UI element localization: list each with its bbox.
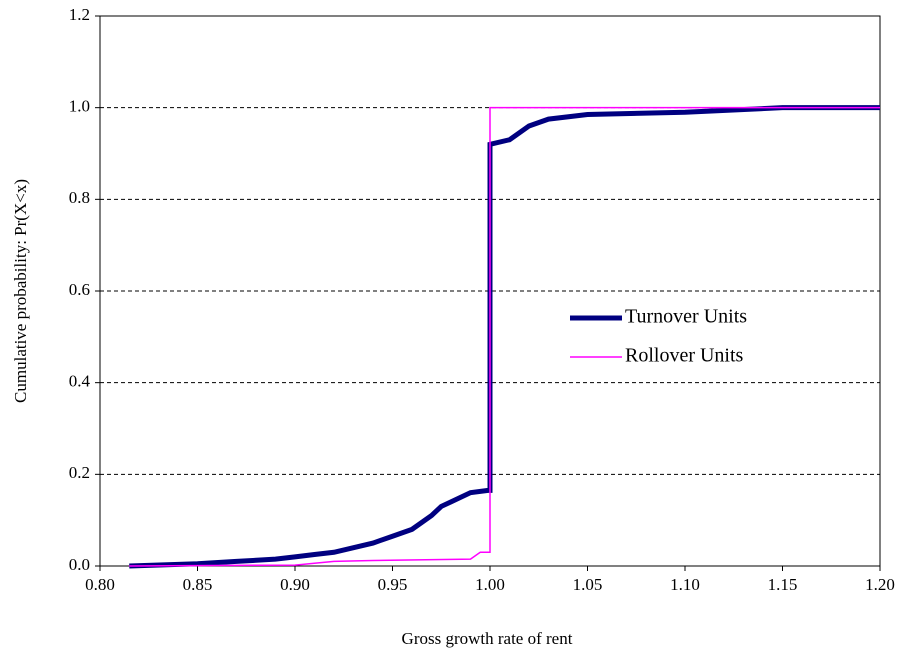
plot-frame (99, 15, 881, 567)
x-tick-label: 1.05 (573, 575, 603, 594)
x-tick-label: 1.10 (670, 575, 700, 594)
x-tick-label: 0.90 (280, 575, 310, 594)
legend-label: Rollover Units (625, 345, 744, 367)
y-tick-label: 0.8 (69, 188, 90, 207)
legend-label: Turnover Units (625, 306, 747, 328)
y-tick-label: 0.2 (69, 463, 90, 482)
x-tick-label: 1.15 (768, 575, 798, 594)
x-axis-label: Gross growth rate of rent (402, 629, 573, 648)
y-tick-label: 0.6 (69, 280, 90, 299)
x-tick-label: 1.20 (865, 575, 895, 594)
y-tick-label: 0.4 (69, 372, 91, 391)
x-tick-label: 0.80 (85, 575, 115, 594)
series-line (129, 106, 880, 567)
y-tick-label: 1.0 (69, 97, 90, 116)
x-tick-label: 1.00 (475, 575, 505, 594)
y-tick-label: 1.2 (69, 5, 90, 24)
x-tick-label: 0.95 (378, 575, 408, 594)
y-axis-label: Cumulative probability: Pr(X<x) (11, 179, 30, 403)
y-tick-label: 0.0 (69, 555, 90, 574)
x-tick-label: 0.85 (183, 575, 213, 594)
series-line (129, 105, 880, 569)
